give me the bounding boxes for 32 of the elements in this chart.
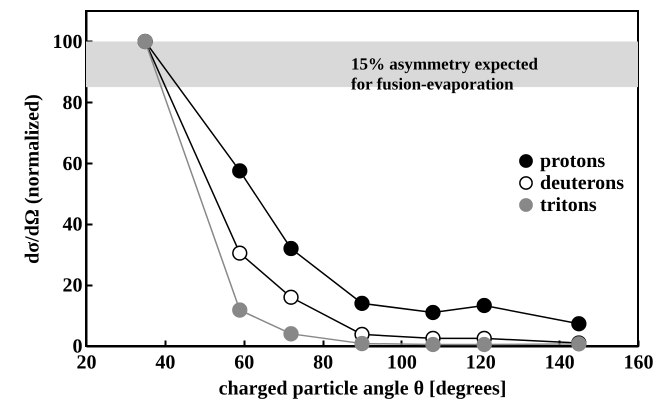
x-tick-label: 40 [155, 352, 176, 374]
y-tick-label: 80 [62, 92, 82, 114]
point [476, 336, 492, 352]
x-axis-title: charged particle angle θ [degrees] [218, 378, 506, 400]
x-tick-label: 80 [313, 352, 334, 374]
point [283, 240, 299, 256]
legend-label: deuterons [540, 172, 624, 194]
y-tick-label: 40 [62, 214, 82, 236]
y-tick-label: 20 [62, 274, 82, 297]
x-tick-label: 60 [234, 352, 254, 374]
point [232, 302, 248, 318]
point [425, 336, 441, 352]
y-tick-label: 60 [62, 152, 82, 175]
point [283, 290, 299, 305]
point [232, 163, 248, 179]
band-label: 15% asymmetry expected for fusion-evaporation [350, 54, 538, 94]
x-tick-label: 140 [544, 352, 575, 374]
point [571, 316, 586, 332]
x-tick-label: 100 [386, 352, 417, 374]
y-tick-label: 100 [52, 30, 82, 53]
x-tick-label: 120 [466, 352, 496, 374]
x-tick-label: 160 [624, 352, 654, 374]
point [283, 326, 299, 342]
x-tick-label: 20 [76, 352, 96, 374]
point [425, 304, 441, 320]
point [354, 296, 370, 311]
point [354, 336, 370, 352]
point [476, 298, 492, 314]
point [232, 245, 248, 261]
y-axis-title: dσ/dΩ (normalized) [22, 94, 44, 264]
legend-label: tritons [540, 194, 597, 216]
legend-label: protons [540, 150, 606, 172]
